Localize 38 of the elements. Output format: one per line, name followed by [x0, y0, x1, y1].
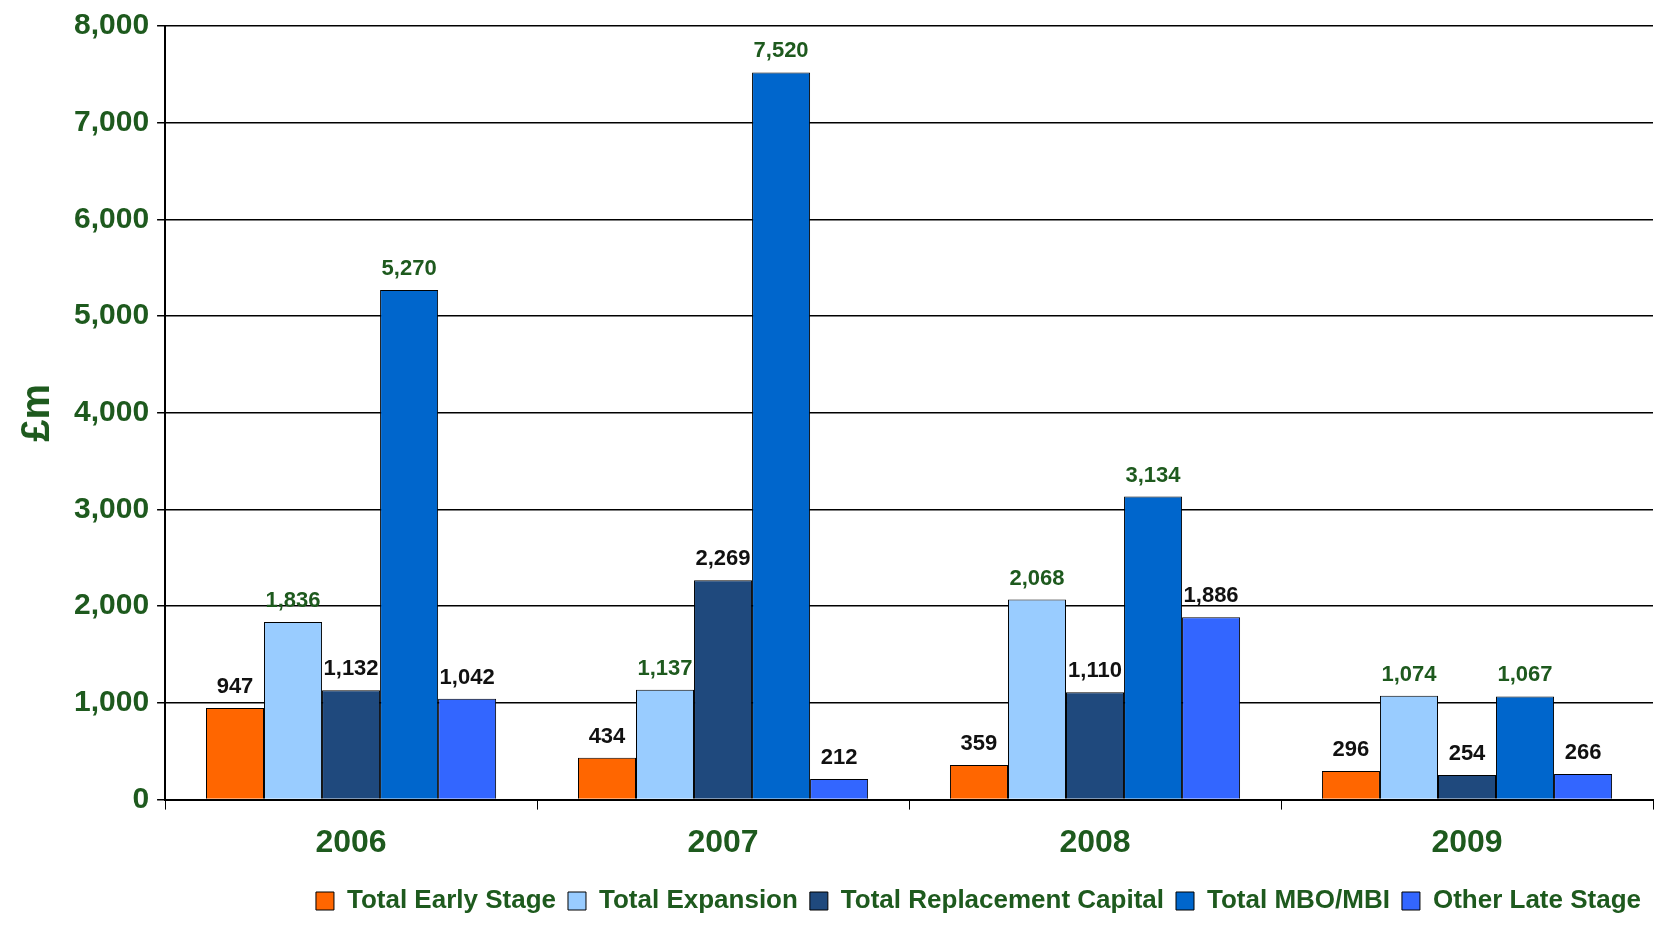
data-label: 5,270 — [381, 255, 437, 281]
data-label: 1,886 — [1183, 582, 1239, 608]
data-label: 1,067 — [1497, 661, 1553, 687]
y-axis-title: £m — [13, 383, 58, 442]
x-tick-label: 2008 — [1059, 822, 1131, 859]
y-tick-label: 4,000 — [74, 394, 150, 428]
data-label: 7,520 — [753, 37, 809, 63]
x-tick-label: 2007 — [687, 822, 759, 859]
y-tick-label: 2,000 — [74, 587, 150, 621]
data-label: 359 — [960, 729, 998, 755]
data-label: 1,137 — [637, 654, 693, 680]
data-label: 434 — [588, 722, 627, 748]
legend-label: Total Early Stage — [346, 884, 556, 915]
data-label: 3,134 — [1125, 461, 1182, 487]
data-label: 212 — [820, 744, 858, 770]
x-tick-label: 2009 — [1431, 822, 1503, 859]
y-tick-label: 5,000 — [74, 297, 150, 331]
y-tick-label: 3,000 — [74, 490, 150, 524]
data-label: 266 — [1564, 738, 1602, 764]
y-tick-label: 8,000 — [74, 7, 150, 41]
data-label: 947 — [216, 673, 254, 699]
data-label: 2,068 — [1009, 564, 1065, 590]
data-label: 1,042 — [439, 663, 495, 689]
legend-label: Total Replacement Capital — [840, 884, 1165, 915]
legend-label: Other Late Stage — [1432, 884, 1642, 915]
y-tick-label: 1,000 — [74, 684, 150, 718]
x-tick-label: 2006 — [315, 822, 387, 859]
data-label: 296 — [1332, 736, 1370, 762]
legend-label: Total Expansion — [598, 884, 798, 915]
y-tick-label: 0 — [132, 780, 150, 814]
y-tick-label: 6,000 — [74, 200, 150, 234]
legend-label: Total MBO/MBI — [1207, 884, 1390, 915]
data-label: 1,132 — [323, 655, 379, 681]
data-label: 1,110 — [1068, 657, 1122, 683]
data-label: 2,269 — [695, 545, 751, 571]
data-label: 1,074 — [1381, 660, 1438, 686]
y-tick-label: 7,000 — [74, 103, 150, 137]
data-label: 254 — [1448, 740, 1487, 766]
